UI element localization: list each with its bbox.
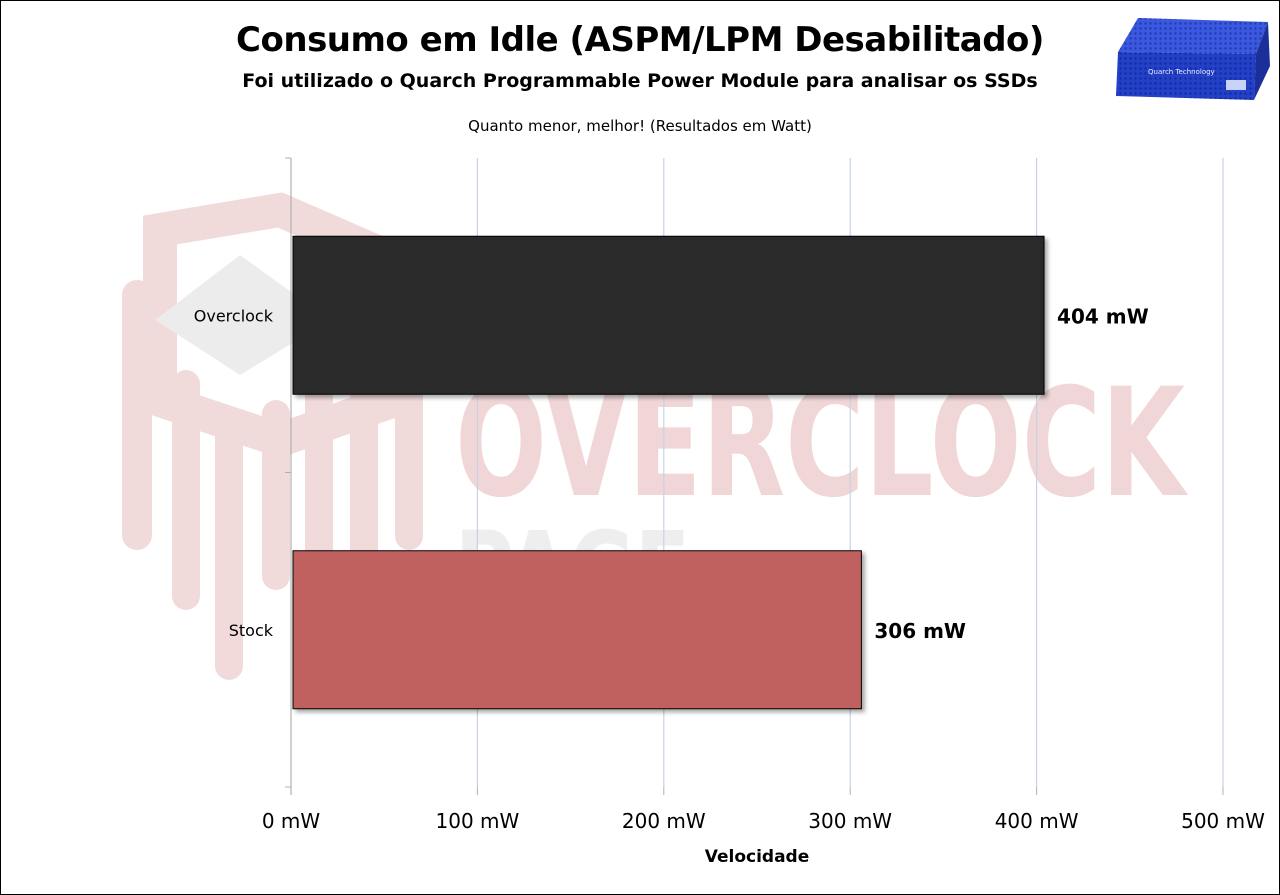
bar-stock	[292, 550, 862, 710]
bar-value-label: 404 mW	[1057, 304, 1149, 328]
chart-subtitle: Foi utilizado o Quarch Programmable Powe…	[242, 70, 1038, 92]
bar-value-label: 306 mW	[874, 619, 966, 643]
x-tick-label: 0 mW	[262, 809, 321, 833]
y-category-label: Overclock	[194, 306, 274, 325]
quarch-power-module-icon: Quarch Technology	[1116, 18, 1270, 100]
chart-title: Consumo em Idle (ASPM/LPM Desabilitado)	[236, 20, 1044, 60]
device-label: Quarch Technology	[1148, 68, 1215, 76]
chart-note: Quanto menor, melhor! (Resultados em Wat…	[468, 117, 812, 135]
x-tick-label: 500 mW	[1181, 809, 1265, 833]
axes	[285, 157, 1224, 795]
x-tick-label: 300 mW	[808, 809, 892, 833]
y-category-label: Stock	[229, 621, 274, 640]
x-tick-label: 100 mW	[436, 809, 520, 833]
x-tick-label: 200 mW	[622, 809, 706, 833]
x-axis-label: Velocidade	[705, 847, 810, 867]
bars	[292, 235, 1045, 710]
x-tick-label: 400 mW	[995, 809, 1079, 833]
labels: 0 mW 100 mW 200 mW 300 mW 400 mW 500 mW Overcl…	[194, 304, 1265, 833]
bar-overclock	[292, 235, 1045, 395]
